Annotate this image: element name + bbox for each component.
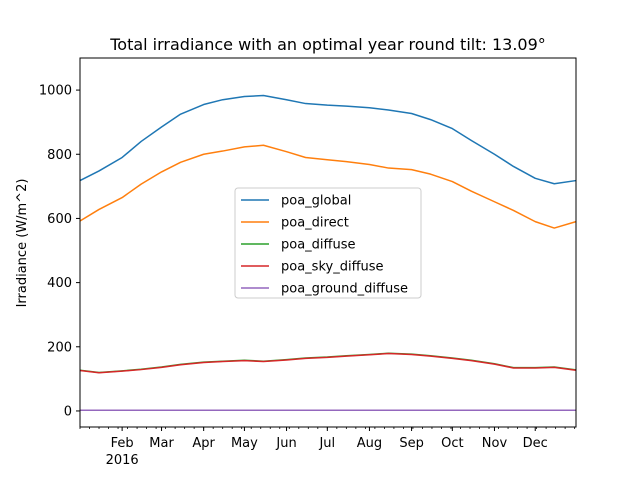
x-tick-label: Oct <box>441 436 463 451</box>
x-tick-label: Sep <box>399 436 424 451</box>
x-tick-label: Dec <box>523 436 548 451</box>
x-tick-label: Nov <box>482 436 508 451</box>
legend-box <box>234 187 422 299</box>
legend-label: poa_direct <box>281 216 349 231</box>
x-tick-label: Apr <box>192 436 215 451</box>
x-tick-label: May <box>231 436 258 451</box>
series-line-poa_sky_diffuse <box>79 352 577 374</box>
y-tick-label: 800 <box>47 148 72 163</box>
legend-label: poa_diffuse <box>281 238 356 253</box>
legend-label: poa_sky_diffuse <box>281 260 384 275</box>
x-tick-label: Aug <box>357 436 382 451</box>
chart-title: Total irradiance with an optimal year ro… <box>109 35 546 54</box>
x-tick-label: Mar <box>149 436 174 451</box>
y-tick-label: 1000 <box>39 84 72 99</box>
legend: poa_global poa_direct poa_diffuse poa_sky_d… <box>234 187 422 299</box>
x-year-label: 2016 <box>106 453 139 468</box>
series-line-poa_global <box>79 94 577 185</box>
x-tick-label: Jun <box>275 436 296 451</box>
y-axis: 0 200 400 600 800 1000 <box>39 84 80 419</box>
plot-lines <box>79 94 577 412</box>
y-axis-label: Irradiance (W/m^2) <box>15 179 30 308</box>
series-line-poa_diffuse <box>79 352 577 374</box>
plot-frame <box>79 57 577 428</box>
y-tick-label: 200 <box>47 340 72 355</box>
y-tick-label: 400 <box>47 276 72 291</box>
x-tick-label: Feb <box>111 436 134 451</box>
y-tick-label: 0 <box>64 404 72 419</box>
legend-label: poa_global <box>281 194 351 209</box>
series-line-poa_direct <box>79 144 577 229</box>
legend-label: poa_ground_diffuse <box>281 282 408 297</box>
y-tick-label: 600 <box>47 212 72 227</box>
x-axis: Feb Mar Apr May Jun Jul Aug Sep Oct Nov Dec 2016 <box>79 427 576 468</box>
x-tick-label: Jul <box>318 436 335 451</box>
